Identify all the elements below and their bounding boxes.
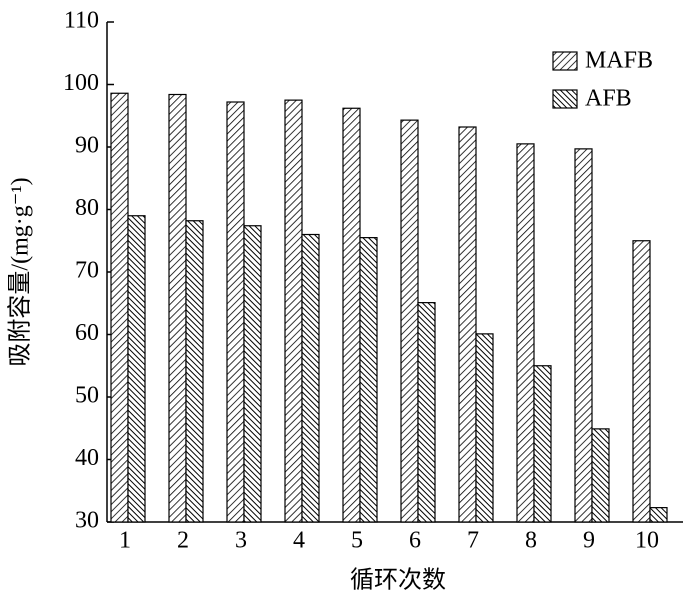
y-tick-label: 30: [75, 508, 99, 534]
bar: [342, 107, 361, 523]
x-tick-label: 8: [525, 528, 537, 554]
bar: [400, 119, 419, 523]
bar: [301, 233, 320, 523]
y-tick-label: 110: [64, 8, 99, 34]
bar: [226, 101, 245, 523]
x-tick-label: 5: [351, 528, 363, 554]
bar: [127, 215, 146, 523]
bar: [458, 126, 477, 523]
bar: [168, 93, 187, 523]
legend-label: MAFB: [585, 48, 653, 74]
bar: [185, 220, 204, 523]
bar: [649, 507, 668, 523]
x-tick-label: 7: [467, 528, 479, 554]
x-tick-label: 1: [119, 528, 131, 554]
bar: [243, 225, 262, 523]
y-tick-label: 100: [63, 70, 99, 96]
bar: [284, 99, 303, 523]
bar: [475, 333, 494, 523]
bar: [110, 92, 129, 523]
legend-swatch: [552, 89, 578, 109]
bar: [533, 365, 552, 523]
y-axis-label: 吸附容量/(mg·g⁻¹): [7, 177, 34, 366]
y-tick-label: 50: [75, 383, 99, 409]
bar: [591, 428, 610, 523]
x-axis-label: 循环次数: [350, 567, 446, 594]
x-tick-label: 6: [409, 528, 421, 554]
bar: [516, 143, 535, 523]
legend-swatch: [552, 51, 578, 71]
y-tick-label: 40: [75, 445, 99, 471]
x-tick-label: 10: [635, 528, 659, 554]
bar: [632, 240, 651, 523]
y-tick-label: 80: [75, 195, 99, 221]
y-tick-label: 90: [75, 133, 99, 159]
y-tick-label: 70: [75, 258, 99, 284]
y-tick-label: 60: [75, 320, 99, 346]
bar: [574, 148, 593, 523]
x-tick-label: 4: [293, 528, 305, 554]
x-tick-label: 3: [235, 528, 247, 554]
x-tick-label: 2: [177, 528, 189, 554]
bar: [417, 302, 436, 523]
x-tick-label: 9: [583, 528, 595, 554]
bar: [359, 237, 378, 523]
legend-label: AFB: [585, 86, 632, 112]
